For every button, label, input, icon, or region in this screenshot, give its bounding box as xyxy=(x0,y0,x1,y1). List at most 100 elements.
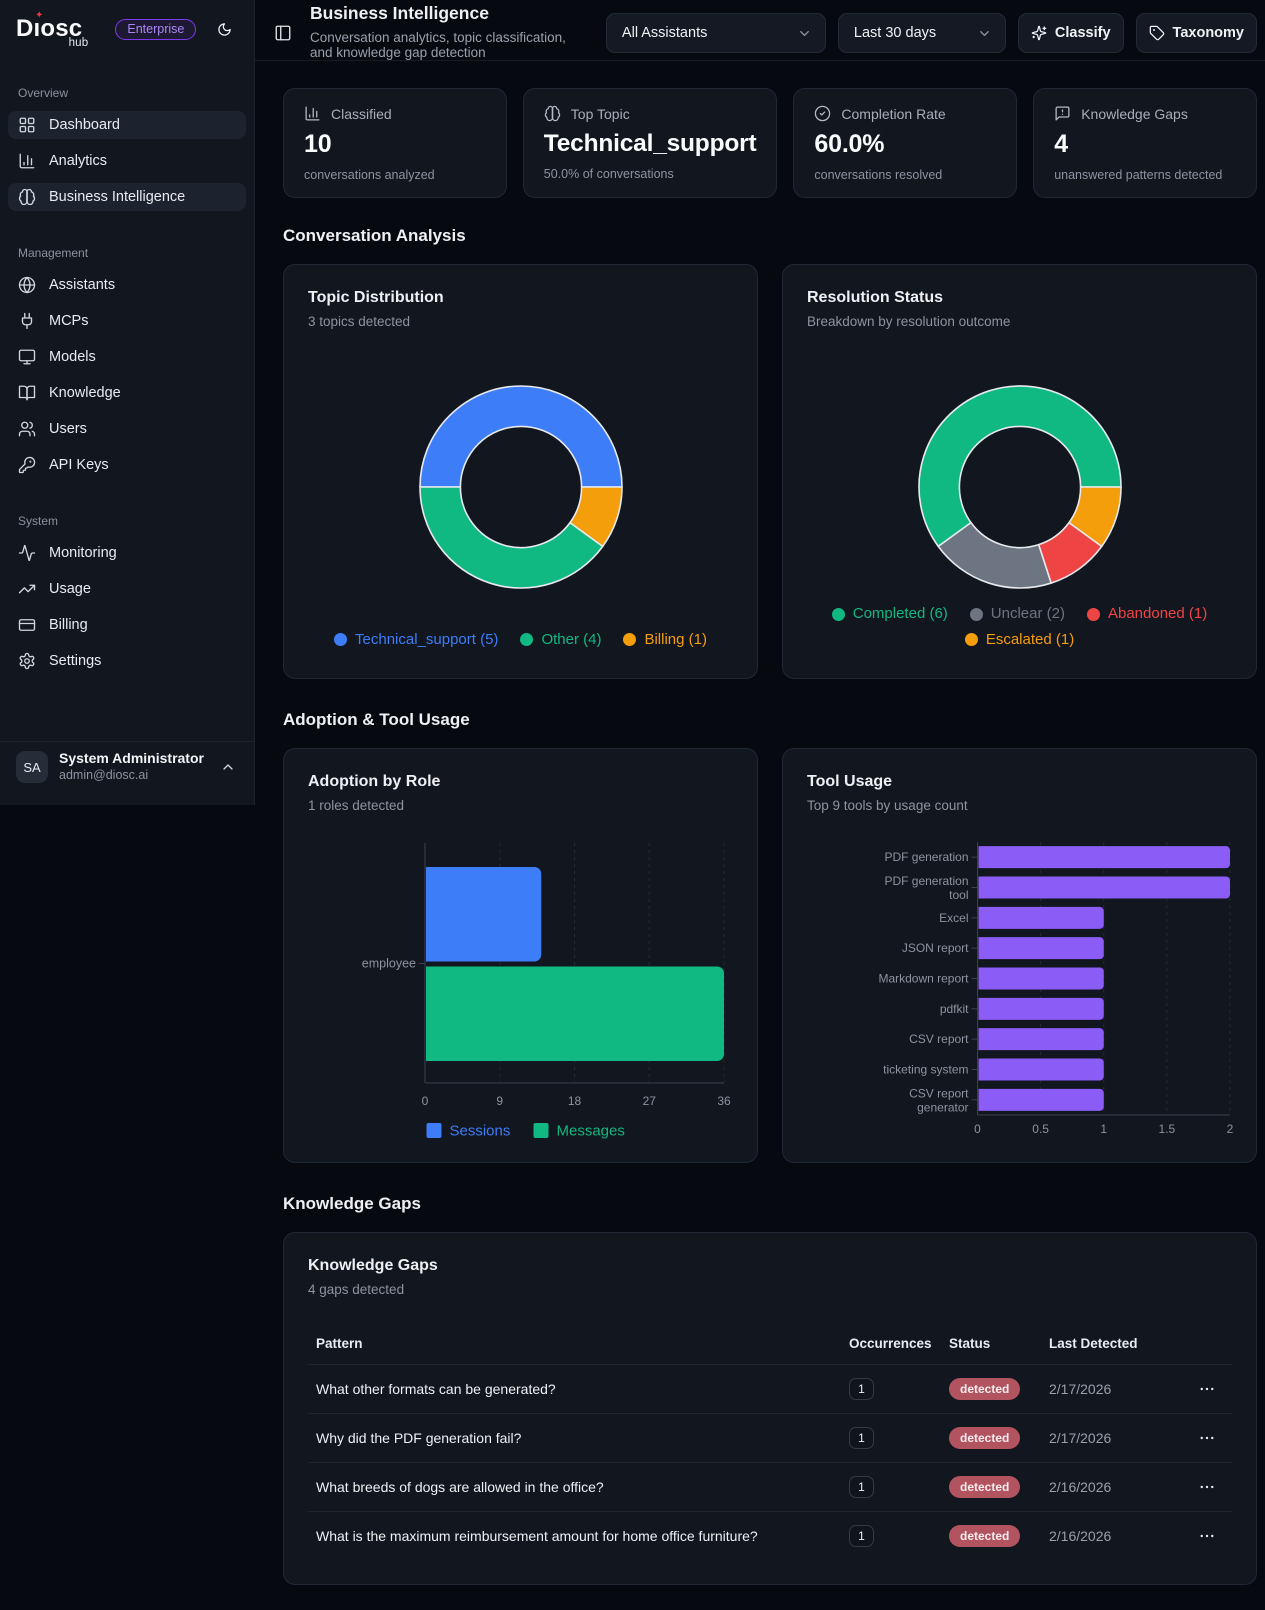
user-name: System Administrator xyxy=(59,750,204,767)
stat-cards: Classified 10 conversations analyzed Top To… xyxy=(283,88,1257,198)
sidebar-item-label: Knowledge xyxy=(49,385,121,401)
row-menu-button[interactable] xyxy=(1198,1527,1216,1545)
stat-card-completion-rate: Completion Rate 60.0% conversations resolv… xyxy=(793,88,1018,198)
gap-pattern: Why did the PDF generation fail? xyxy=(316,1430,522,1446)
legend-item-abandoned[interactable]: Abandoned (1) xyxy=(1086,605,1207,623)
app-logo[interactable]: Dıosc ✦ hub xyxy=(16,11,88,49)
sidebar-item-business-intelligence[interactable]: Business Intelligence xyxy=(8,183,246,211)
theme-toggle-button[interactable] xyxy=(211,16,237,42)
svg-text:PDF generation: PDF generation xyxy=(884,874,968,888)
sidebar-item-billing[interactable]: Billing xyxy=(8,611,246,639)
assistant-filter-select[interactable]: All Assistants xyxy=(605,13,826,53)
svg-text:pdfkit: pdfkit xyxy=(940,1002,969,1016)
monitor-icon xyxy=(18,348,36,366)
legend-item-sessions[interactable]: Sessions xyxy=(426,1123,511,1140)
sidebar-item-assistants[interactable]: Assistants xyxy=(8,271,246,299)
trending-up-icon xyxy=(18,580,36,598)
bar-csv-report-generator[interactable] xyxy=(978,1088,1104,1111)
svg-text:employee: employee xyxy=(362,957,416,971)
column-header-occurrences: Occurrences xyxy=(849,1335,932,1351)
section-title-conversation-analysis: Conversation Analysis xyxy=(283,226,466,245)
stat-header: Knowledge Gaps xyxy=(1054,105,1236,122)
sidebar-item-label: Business Intelligence xyxy=(49,189,186,205)
svg-text:36: 36 xyxy=(717,1094,731,1108)
sidebar-item-label: MCPs xyxy=(49,313,89,329)
row-menu-button[interactable] xyxy=(1198,1478,1216,1496)
stat-caption: conversations resolved xyxy=(814,168,943,182)
svg-text:18: 18 xyxy=(568,1094,582,1108)
bar-csv-report[interactable] xyxy=(978,1028,1104,1051)
table-row: What is the maximum reimbursement amount… xyxy=(308,1511,1232,1560)
svg-text:generator: generator xyxy=(917,1100,968,1114)
sidebar-item-monitoring[interactable]: Monitoring xyxy=(8,539,246,567)
bar-ticketing-system[interactable] xyxy=(978,1058,1104,1081)
sidebar-item-users[interactable]: Users xyxy=(8,415,246,443)
page-title: Business Intelligence xyxy=(310,3,489,23)
sidebar-item-usage[interactable]: Usage xyxy=(8,575,246,603)
legend-item-escalated[interactable]: Escalated (1) xyxy=(964,631,1074,649)
svg-text:PDF generation: PDF generation xyxy=(884,850,968,864)
card-subtitle: 3 topics detected xyxy=(308,314,411,329)
sidebar-item-settings[interactable]: Settings xyxy=(8,647,246,675)
legend-item-billing[interactable]: Billing (1) xyxy=(623,631,707,649)
svg-text:0: 0 xyxy=(974,1122,981,1136)
topic-distribution-card: Topic Distribution 3 topics detected Tec… xyxy=(283,264,758,679)
legend-item-unclear[interactable]: Unclear (2) xyxy=(969,605,1065,623)
card-subtitle: Breakdown by resolution outcome xyxy=(807,314,1011,329)
svg-text:1.5: 1.5 xyxy=(1159,1122,1176,1136)
bar-markdown-report[interactable] xyxy=(978,967,1104,990)
row-menu-button[interactable] xyxy=(1198,1429,1216,1447)
status-badge: detected xyxy=(949,1525,1021,1547)
sidebar-item-label: Analytics xyxy=(49,153,108,169)
sidebar-item-analytics[interactable]: Analytics xyxy=(8,147,246,175)
donut-slice-other[interactable] xyxy=(418,486,604,589)
occurrences-badge: 1 xyxy=(849,1378,874,1400)
sidebar-item-knowledge[interactable]: Knowledge xyxy=(8,379,246,407)
stat-value: 4 xyxy=(1054,130,1068,158)
bar-messages-employee[interactable] xyxy=(426,966,724,1062)
donut-slice-escalated[interactable] xyxy=(1067,486,1122,548)
panel-left-icon xyxy=(274,24,292,42)
stat-label: Completion Rate xyxy=(841,105,946,122)
date-range-select[interactable]: Last 30 days xyxy=(837,13,1006,53)
stat-header: Classified xyxy=(304,105,486,122)
donut-slice-completed[interactable] xyxy=(917,385,1122,548)
legend-item-messages[interactable]: Messages xyxy=(533,1123,625,1140)
column-header-last-detected: Last Detected xyxy=(1049,1335,1138,1351)
sidebar-item-dashboard[interactable]: Dashboard xyxy=(8,111,246,139)
bar-pdfkit[interactable] xyxy=(978,997,1104,1020)
ellipsis-icon xyxy=(1198,1527,1216,1545)
donut-slice-technical-support[interactable] xyxy=(418,385,623,488)
resolution-status-legend: Completed (6) Unclear (2) Abandoned (1) Esc… xyxy=(807,605,1232,649)
sidebar-item-models[interactable]: Models xyxy=(8,343,246,371)
user-menu[interactable]: SA System Administrator admin@diosc.ai xyxy=(0,741,254,805)
bar-excel[interactable] xyxy=(978,906,1104,929)
assistant-filter-value: All Assistants xyxy=(621,25,708,41)
legend-item-other[interactable]: Other (4) xyxy=(520,631,601,649)
legend-item-technical-support[interactable]: Technical_support (5) xyxy=(334,631,498,649)
card-title: Resolution Status xyxy=(807,289,944,306)
card-title: Topic Distribution xyxy=(308,289,444,306)
bar-sessions-employee[interactable] xyxy=(426,867,542,962)
bar-pdf-generation[interactable] xyxy=(978,846,1231,869)
sidebar-toggle-button[interactable] xyxy=(274,24,292,42)
svg-text:CSV report: CSV report xyxy=(909,1086,969,1100)
row-menu-button[interactable] xyxy=(1198,1380,1216,1398)
bar-json-report[interactable] xyxy=(978,937,1104,960)
taxonomy-button[interactable]: Taxonomy xyxy=(1135,13,1257,53)
sidebar-item-mcps[interactable]: MCPs xyxy=(8,307,246,335)
svg-text:0: 0 xyxy=(422,1094,429,1108)
bar-pdf-generation-tool[interactable] xyxy=(978,876,1231,899)
classify-button[interactable]: Classify xyxy=(1017,13,1124,53)
stat-value: Technical_support xyxy=(543,130,757,157)
sidebar-item-api-keys[interactable]: API Keys xyxy=(8,451,246,479)
legend-item-completed[interactable]: Completed (6) xyxy=(831,605,948,623)
adoption-by-role-card: Adoption by Role 1 roles detected 0 9 18 27… xyxy=(283,748,758,1163)
donut-slice-billing[interactable] xyxy=(568,486,623,548)
legend-label: Unclear (2) xyxy=(990,605,1065,622)
occurrences-badge: 1 xyxy=(849,1525,874,1547)
last-detected-date: 2/17/2026 xyxy=(1049,1381,1112,1397)
last-detected-date: 2/17/2026 xyxy=(1049,1430,1112,1446)
column-header-pattern: Pattern xyxy=(316,1335,363,1351)
